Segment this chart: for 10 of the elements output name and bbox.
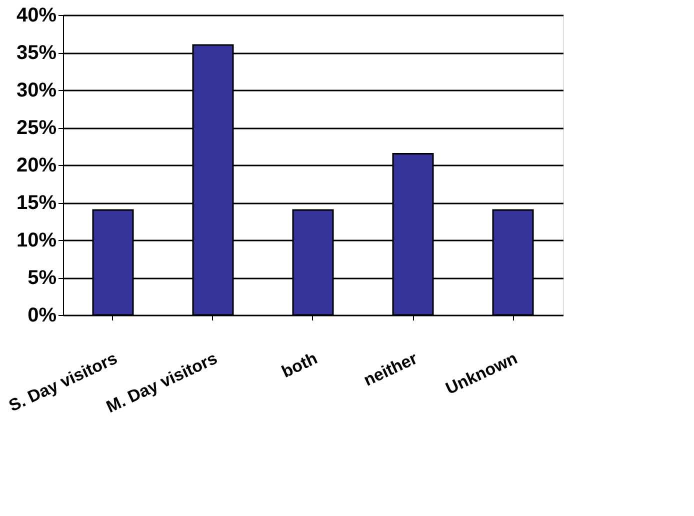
y-tick-label: 0%	[28, 304, 57, 326]
x-tick-label: both	[278, 348, 320, 382]
y-tick-label: 25%	[16, 117, 57, 139]
y-tick-label: 30%	[16, 80, 57, 102]
y-tick-label: 40%	[16, 4, 57, 26]
y-tick-label: 10%	[16, 230, 57, 252]
y-tick-label: 35%	[16, 42, 57, 64]
y-tick-label: 5%	[28, 267, 57, 289]
y-tick-label: 15%	[16, 192, 57, 214]
y-tick-label: 20%	[16, 154, 57, 176]
